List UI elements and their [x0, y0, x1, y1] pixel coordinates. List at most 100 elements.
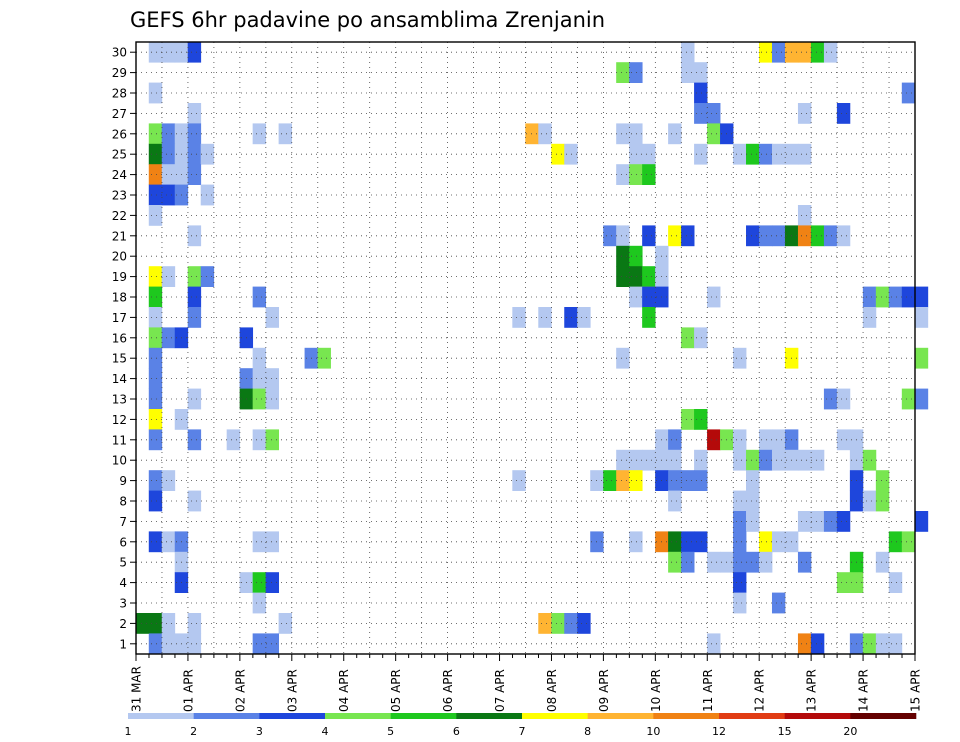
- heatmap-cell: [888, 633, 903, 655]
- heatmap-cell: [681, 551, 695, 573]
- colorbar-label: 12: [712, 725, 726, 738]
- heatmap-cell: [161, 143, 176, 165]
- x-tick-label: 31 MAR: [130, 666, 144, 712]
- y-tick-label: 5: [119, 556, 127, 570]
- heatmap-cell: [914, 388, 929, 410]
- heatmap-cell: [733, 511, 747, 532]
- heatmap-cell: [771, 143, 786, 165]
- heatmap-cell: [797, 449, 812, 471]
- heatmap-cell: [759, 449, 773, 471]
- heatmap-cell: [797, 103, 812, 124]
- heatmap-cell: [629, 164, 643, 185]
- heatmap-cell: [616, 449, 630, 471]
- x-tick-label: 02 APR: [233, 669, 247, 712]
- heatmap-cell: [836, 429, 851, 451]
- heatmap-cell: [810, 449, 825, 471]
- heatmap-cell: [836, 388, 851, 410]
- heatmap-cell: [797, 41, 812, 63]
- y-tick-label: 4: [119, 576, 127, 590]
- heatmap-cell: [810, 41, 825, 63]
- heatmap-cell: [148, 266, 163, 287]
- y-tick-label: 3: [119, 597, 127, 611]
- x-tick-label: 12 APR: [753, 669, 767, 712]
- heatmap-cell: [187, 429, 202, 451]
- x-tick-label: 13 APR: [805, 669, 819, 712]
- heatmap-cell: [148, 327, 163, 349]
- heatmap-cell: [733, 572, 747, 593]
- colorbar-label: 7: [519, 725, 526, 738]
- heatmap-cell: [810, 511, 825, 532]
- heatmap-cell: [771, 429, 786, 451]
- y-tick-label: 25: [112, 148, 127, 162]
- heatmap-cell: [187, 103, 202, 124]
- heatmap-cell: [564, 307, 578, 328]
- heatmap-cell: [733, 531, 747, 553]
- y-tick-label: 19: [112, 270, 127, 284]
- x-tick-label: 05 APR: [389, 669, 403, 712]
- heatmap-cell: [914, 307, 929, 328]
- heatmap-cell: [512, 470, 526, 491]
- heatmap-cell: [694, 409, 708, 430]
- x-tick-label: 06 APR: [441, 669, 455, 712]
- heatmap-cell: [265, 388, 280, 410]
- heatmap-cell: [642, 143, 656, 165]
- heatmap-cell: [148, 41, 163, 63]
- x-axis-ticks: 31 MAR 01 APR 02 APR 03 APR 04 APR 05 APR 06 A…: [130, 654, 923, 712]
- heatmap-cell: [187, 633, 202, 655]
- y-tick-label: 7: [119, 515, 127, 529]
- heatmap-cell: [694, 449, 708, 471]
- colorbar-label: 5: [387, 725, 394, 738]
- colorbar-swatch: [456, 713, 523, 719]
- heatmap-cell: [187, 225, 202, 247]
- heatmap-cell: [862, 286, 877, 308]
- heatmap-cell: [771, 531, 786, 553]
- y-tick-label: 10: [112, 454, 127, 468]
- heatmap-cell: [746, 449, 760, 471]
- colorbar-swatch: [259, 713, 326, 719]
- heatmap-cell: [668, 470, 682, 491]
- heatmap-cell: [914, 511, 929, 532]
- heatmap-cell: [161, 164, 176, 185]
- heatmap-cell: [252, 572, 267, 593]
- heatmap-cell: [148, 164, 163, 185]
- y-tick-label: 23: [112, 189, 127, 203]
- heatmap-cell: [148, 307, 163, 328]
- x-tick-label: 14 APR: [857, 669, 871, 712]
- heatmap-cells: [135, 41, 929, 655]
- heatmap-cell: [733, 592, 747, 614]
- heatmap-cell: [161, 41, 176, 63]
- colorbar-swatch: [653, 713, 720, 719]
- y-tick-label: 30: [112, 46, 127, 60]
- heatmap-cell: [551, 143, 565, 165]
- heatmap-cell: [759, 41, 773, 63]
- heatmap-cell: [797, 225, 812, 247]
- heatmap-cell: [823, 388, 838, 410]
- heatmap-cell: [200, 184, 215, 206]
- heatmap-cell: [875, 286, 890, 308]
- colorbar-swatch: [719, 713, 785, 719]
- heatmap-cell: [252, 347, 267, 369]
- y-tick-label: 29: [112, 66, 127, 80]
- heatmap-cell: [914, 286, 929, 308]
- heatmap-cell: [148, 205, 163, 226]
- heatmap-cell: [707, 103, 721, 124]
- heatmap-cell: [317, 347, 331, 369]
- heatmap-cell: [746, 490, 760, 512]
- heatmap-cell: [187, 307, 202, 328]
- heatmap-cell: [771, 449, 786, 471]
- heatmap-cell: [616, 245, 630, 267]
- heatmap-cell: [187, 266, 202, 287]
- heatmap-cell: [564, 143, 578, 165]
- heatmap-cell: [187, 123, 202, 145]
- heatmap-cell: [265, 429, 280, 451]
- heatmap-cell: [629, 123, 643, 145]
- heatmap-cell: [252, 592, 267, 614]
- heatmap-cell: [668, 449, 682, 471]
- heatmap-cell: [681, 41, 695, 63]
- heatmap-cell: [252, 123, 267, 145]
- heatmap-cell: [733, 551, 747, 573]
- heatmap-cell: [836, 511, 851, 532]
- y-tick-label: 17: [112, 311, 127, 325]
- y-tick-label: 28: [112, 87, 127, 101]
- heatmap-cell: [629, 143, 643, 165]
